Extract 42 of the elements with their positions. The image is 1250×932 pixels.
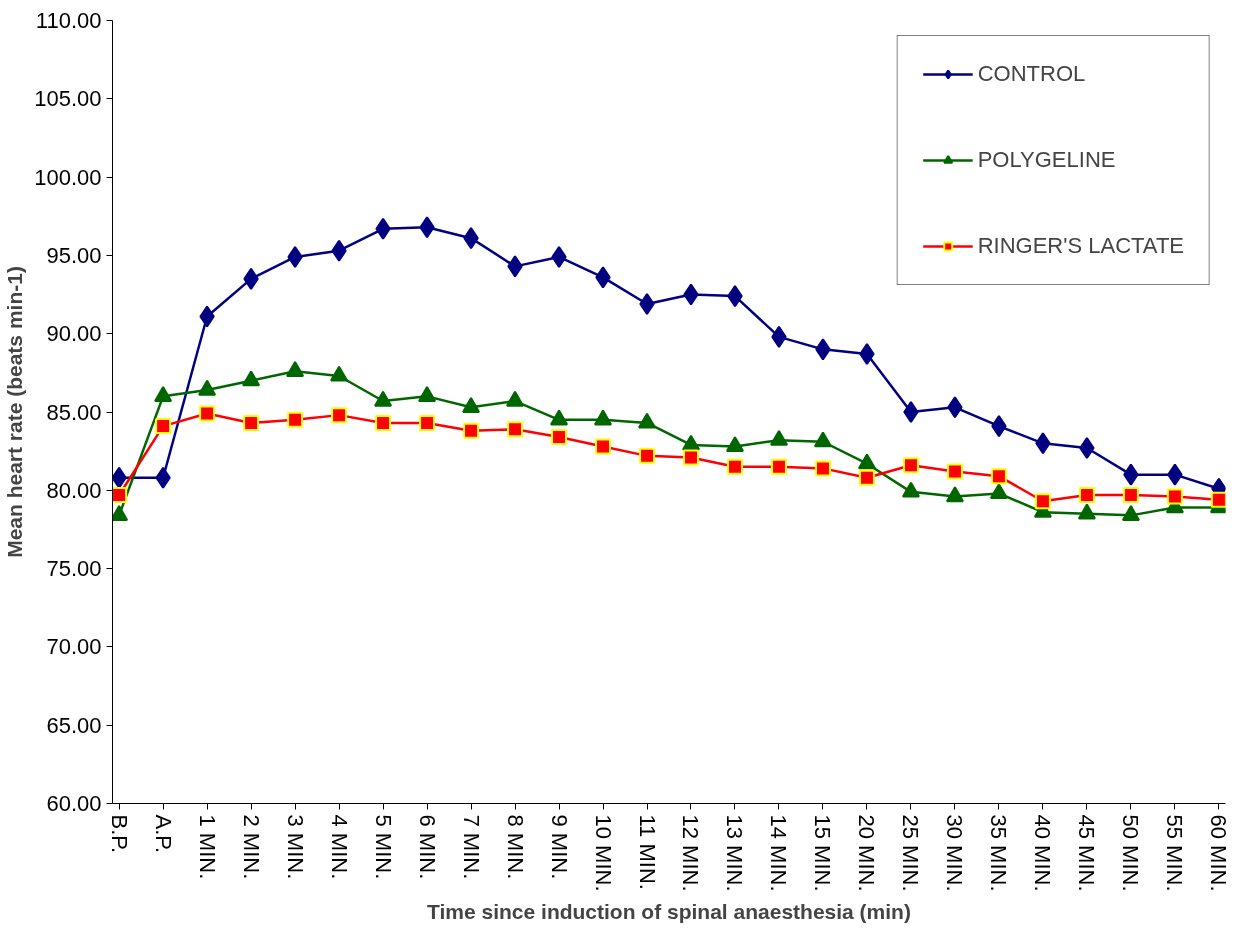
y-tick-label: 70.00	[46, 634, 102, 660]
x-tick-label: 4 MIN.	[326, 814, 352, 880]
x-tick-label: 30 MIN.	[942, 814, 968, 892]
y-tick-label: 65.00	[46, 712, 102, 738]
legend-label: CONTROL	[977, 61, 1086, 87]
x-tick-label: 12 MIN.	[678, 814, 704, 892]
x-tick-label: 1 MIN.	[194, 814, 220, 880]
x-tick-label: 13 MIN.	[722, 814, 748, 892]
x-tick-label: 25 MIN.	[898, 814, 924, 892]
x-tick-label: 9 MIN.	[546, 814, 572, 880]
x-tick-label: 8 MIN.	[502, 814, 528, 880]
y-tick-label: 75.00	[46, 556, 102, 582]
x-tick-label: A.P.	[150, 814, 176, 854]
x-tick-label: 55 MIN.	[1162, 814, 1188, 892]
x-tick-label: 14 MIN.	[766, 814, 792, 892]
y-tick-label: 95.00	[46, 242, 102, 268]
x-tick-label: 50 MIN.	[1118, 814, 1144, 892]
y-tick-label: 80.00	[46, 477, 102, 503]
y-tick-label: 90.00	[46, 321, 102, 347]
y-tick-label: 105.00	[34, 86, 102, 112]
y-tick-label: 60.00	[46, 791, 102, 816]
x-tick-label: 11 MIN.	[634, 814, 660, 890]
x-tick-label: 15 MIN.	[810, 814, 836, 892]
x-tick-label: 10 MIN.	[590, 814, 616, 892]
legend-label: RINGER'S LACTATE	[977, 233, 1184, 259]
x-tick-label: 45 MIN.	[1074, 814, 1100, 892]
legend-label: POLYGELINE	[977, 147, 1116, 173]
y-tick-label: 100.00	[34, 164, 102, 190]
x-tick-label: B.P.	[106, 814, 132, 854]
y-tick-label: 85.00	[46, 399, 102, 425]
x-tick-label: 35 MIN.	[986, 814, 1012, 892]
x-tick-label: 2 MIN.	[238, 814, 264, 880]
x-tick-label: 6 MIN.	[414, 814, 440, 880]
x-tick-label: 40 MIN.	[1030, 814, 1056, 892]
y-axis-title: Mean heart rate (beats min-1)	[3, 266, 27, 558]
x-tick-label: 5 MIN.	[370, 814, 396, 880]
x-axis-title: Time since induction of spinal anaesthesia (min)	[427, 899, 911, 923]
y-tick-label: 110.00	[35, 8, 102, 33]
x-tick-label: 20 MIN.	[854, 814, 880, 892]
x-tick-label: 60 MIN.	[1206, 814, 1232, 892]
x-tick-label: 7 MIN.	[458, 814, 484, 880]
x-tick-label: 3 MIN.	[282, 814, 308, 880]
